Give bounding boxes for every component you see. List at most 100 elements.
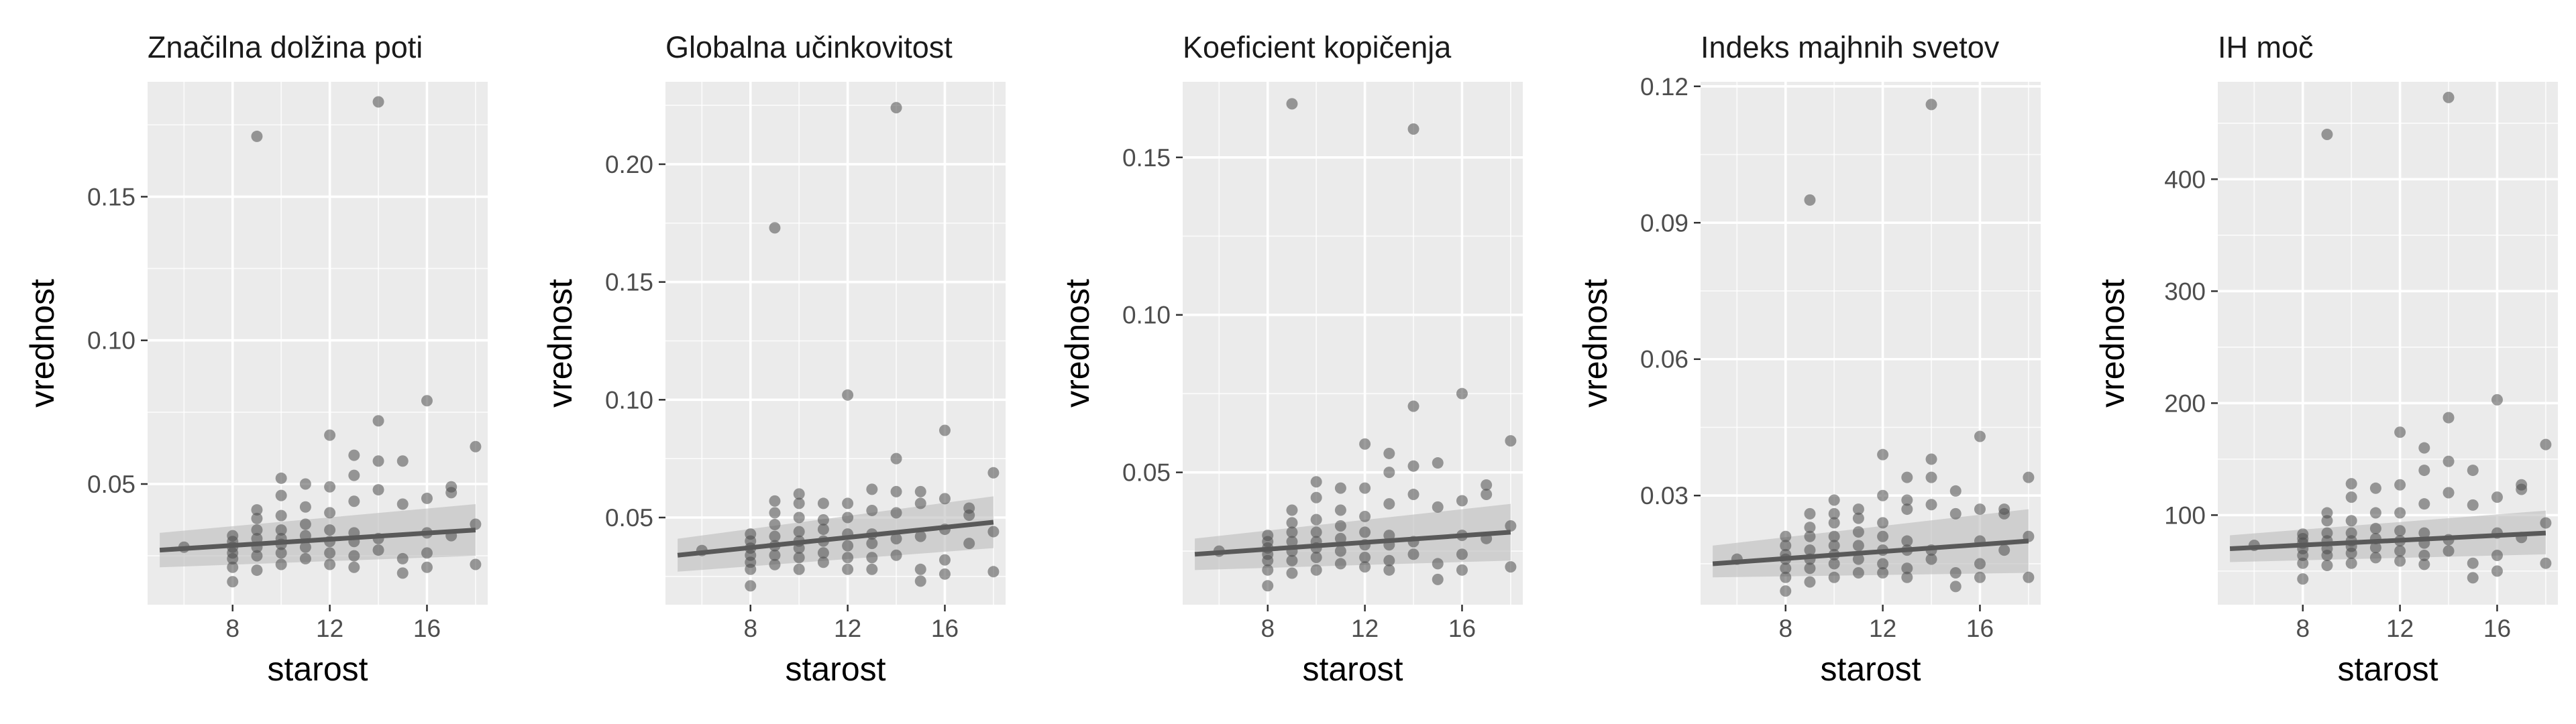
data-point: [1432, 573, 1444, 585]
data-point: [2297, 573, 2309, 585]
data-point: [1334, 520, 1346, 532]
data-point: [251, 564, 263, 577]
data-point: [2321, 560, 2333, 572]
data-point: [1383, 564, 1395, 576]
data-point: [890, 102, 902, 114]
data-point: [1286, 554, 1298, 566]
data-point: [1481, 479, 1493, 491]
data-point: [251, 130, 263, 142]
y-axis-title: vrednost: [23, 279, 61, 408]
data-point: [2467, 557, 2479, 569]
data-point: [2418, 558, 2430, 570]
data-point: [1852, 526, 1864, 538]
data-point: [1852, 503, 1864, 516]
y-tick-label: 0.05: [605, 504, 653, 532]
data-point: [1310, 526, 1322, 538]
trend-line: [159, 528, 476, 553]
data-point: [1877, 530, 1889, 542]
data-point: [2369, 482, 2381, 494]
y-tick-label: 200: [2164, 389, 2206, 417]
y-tick-label: 0.12: [1640, 73, 1688, 101]
data-point: [1334, 545, 1346, 557]
data-point: [1877, 517, 1889, 529]
trend-line: [677, 520, 994, 558]
data-point: [372, 415, 384, 427]
confidence-band: [678, 496, 994, 572]
data-point: [348, 449, 360, 461]
data-point: [1286, 526, 1298, 538]
x-tick-label: 8: [1778, 615, 1792, 642]
data-point: [1852, 540, 1864, 552]
data-point: [1998, 503, 2010, 516]
data-point: [890, 485, 902, 497]
data-point: [793, 511, 805, 524]
data-point: [2418, 550, 2430, 562]
data-point: [1828, 571, 1840, 583]
data-point: [1877, 489, 1889, 501]
y-tick-label: 0.05: [1122, 459, 1171, 487]
panel-4: 8 12 16 0.03 0.06 0.09 0.12 Indeks majhnih svet…: [1576, 30, 2041, 688]
data-point: [324, 547, 336, 559]
data-point: [275, 524, 287, 536]
data-point: [2443, 487, 2455, 499]
data-point: [2540, 557, 2552, 569]
data-point: [299, 501, 311, 513]
data-point: [769, 507, 781, 519]
data-point: [275, 509, 287, 522]
data-point: [2297, 528, 2309, 540]
data-point: [793, 526, 805, 538]
data-point: [470, 440, 482, 452]
data-point: [324, 507, 336, 519]
data-point: [745, 528, 757, 540]
data-point: [1383, 447, 1395, 459]
panel-3: 8 12 16 0.05 0.10 0.15 Koeficient kopičenja sta…: [1059, 30, 1523, 688]
data-point: [372, 96, 384, 108]
data-point: [1804, 576, 1816, 588]
data-point: [1359, 552, 1371, 564]
data-point: [227, 561, 239, 573]
data-point: [2394, 545, 2406, 557]
data-point: [396, 455, 409, 467]
data-point: [1334, 532, 1346, 544]
data-point: [1901, 503, 1913, 516]
data-point: [1974, 430, 1986, 442]
data-point: [817, 497, 829, 509]
data-point: [817, 514, 829, 526]
data-point: [914, 497, 926, 509]
data-point: [2394, 555, 2406, 567]
data-point: [299, 518, 311, 530]
data-point: [299, 541, 311, 553]
data-point: [1974, 558, 1986, 570]
panel-2: 8 12 16 0.05 0.10 0.15 0.20 Globalna učinkovito…: [541, 30, 1006, 688]
y-tick-label: 0.10: [1122, 302, 1171, 329]
data-point: [2321, 507, 2333, 519]
data-point: [866, 504, 878, 516]
data-point: [227, 576, 239, 588]
data-point: [866, 538, 878, 550]
data-point: [842, 563, 854, 575]
data-point: [251, 512, 263, 524]
data-point: [1804, 562, 1816, 575]
data-point: [1262, 564, 1274, 576]
data-point: [987, 467, 1000, 479]
data-point: [842, 540, 854, 552]
data-point: [1456, 387, 1468, 400]
data-point: [2023, 571, 2035, 583]
data-point: [2540, 517, 2552, 529]
data-point: [1286, 567, 1298, 579]
data-point: [2443, 545, 2455, 557]
data-point: [2443, 91, 2455, 103]
x-tick-label: 16: [413, 615, 441, 642]
x-axis-title: starost: [1302, 650, 1403, 688]
data-point: [2345, 491, 2357, 503]
data-point: [987, 526, 1000, 538]
data-point: [1804, 522, 1816, 534]
data-point: [421, 561, 433, 573]
data-point: [1949, 507, 1962, 520]
data-point: [1804, 194, 1816, 206]
data-point: [1456, 495, 1468, 507]
panel-1: 8 12 16 0.05 0.10 0.15 Značilna dolžina poti st…: [23, 30, 488, 688]
trend-line: [1194, 530, 1511, 557]
data-point: [866, 563, 878, 575]
data-point: [938, 568, 951, 580]
